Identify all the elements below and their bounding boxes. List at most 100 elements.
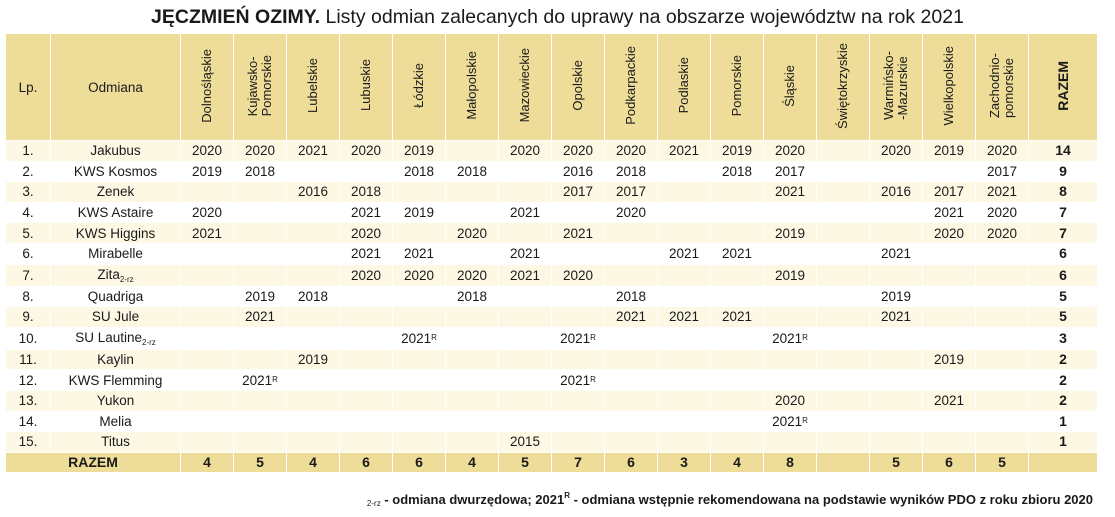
row-year-cell: 2018 bbox=[710, 160, 764, 183]
variety-name-text: Zita bbox=[97, 266, 120, 282]
row-year-cell: 2019 bbox=[392, 140, 446, 162]
header-region-label: Śląskie bbox=[782, 64, 797, 107]
footer-count: 4 bbox=[710, 451, 764, 474]
row-lp: 4. bbox=[5, 201, 51, 224]
row-year-cell bbox=[710, 222, 764, 244]
header-odmiana: Odmiana bbox=[50, 33, 181, 141]
row-year-cell bbox=[816, 140, 870, 162]
row-year-cell bbox=[180, 369, 234, 391]
row-year-cell bbox=[710, 369, 764, 391]
header-region-label: Mazowieckie bbox=[517, 48, 532, 123]
row-lp: 11. bbox=[5, 348, 51, 371]
row-year-cell bbox=[710, 181, 764, 203]
row-year-cell bbox=[233, 263, 287, 287]
row-year-cell bbox=[233, 242, 287, 265]
row-year-cell bbox=[551, 285, 605, 308]
footnote-sub: 2-rz bbox=[366, 499, 381, 508]
row-total: 1 bbox=[1028, 410, 1098, 433]
table-row: 13. Yukon 2020 2021 2 bbox=[5, 389, 1098, 412]
row-year-cell bbox=[763, 201, 817, 224]
row-year-cell: 2021 bbox=[286, 140, 340, 162]
row-year-cell bbox=[710, 285, 764, 308]
row-year-cell bbox=[922, 263, 976, 287]
variety-name-text: Yukon bbox=[96, 393, 135, 409]
row-year-cell bbox=[975, 410, 1029, 433]
row-year-cell bbox=[869, 326, 923, 350]
row-year-cell: 2021 bbox=[869, 242, 923, 265]
row-year-cell bbox=[339, 410, 393, 433]
row-year-cell bbox=[657, 431, 711, 453]
row-year-cell bbox=[816, 222, 870, 244]
row-year-cell bbox=[392, 410, 446, 433]
row-year-cell bbox=[922, 326, 976, 350]
row-total: 1 bbox=[1028, 431, 1098, 453]
row-total: 9 bbox=[1028, 160, 1098, 183]
row-year-cell: 2021 bbox=[498, 242, 552, 265]
row-year-cell: 2020 bbox=[339, 140, 393, 162]
row-year-cell bbox=[657, 160, 711, 183]
row-year-cell bbox=[551, 389, 605, 412]
row-year-cell: 2021 bbox=[763, 181, 817, 203]
row-year-cell: 2019 bbox=[922, 348, 976, 371]
table-row: 7. Zita2-rz 2020 2020 2020 2021 2020 2019 6 bbox=[5, 263, 1098, 287]
row-year-cell bbox=[233, 326, 287, 350]
row-year-cell: 2021R bbox=[392, 326, 446, 350]
row-total: 2 bbox=[1028, 348, 1098, 371]
row-year-cell bbox=[339, 160, 393, 183]
row-variety-name: Mirabelle bbox=[50, 242, 181, 265]
header-region-label: Opolskie bbox=[570, 60, 585, 111]
header-region: Pomorskie bbox=[710, 33, 764, 141]
row-year-cell bbox=[869, 222, 923, 244]
footer-count: 5 bbox=[233, 451, 287, 474]
table-row: 8. Quadriga 2019 2018 2018 2018 2019 5 bbox=[5, 285, 1098, 308]
row-year-cell: 2020 bbox=[445, 263, 499, 287]
row-year-cell: 2021 bbox=[498, 263, 552, 287]
row-year-cell bbox=[975, 326, 1029, 350]
footer-count: 5 bbox=[498, 451, 552, 474]
row-year-cell bbox=[869, 369, 923, 391]
row-year-cell bbox=[604, 348, 658, 371]
row-year-cell bbox=[816, 410, 870, 433]
row-variety-name: Yukon bbox=[50, 389, 181, 412]
row-variety-name: Quadriga bbox=[50, 285, 181, 308]
row-year-cell bbox=[763, 306, 817, 328]
row-year-cell: 2020 bbox=[445, 222, 499, 244]
row-year-cell bbox=[180, 263, 234, 287]
row-year-cell bbox=[339, 431, 393, 453]
recommended-mark: R bbox=[802, 332, 808, 342]
row-year-cell: 2021 bbox=[975, 181, 1029, 203]
row-year-cell: 2019 bbox=[392, 201, 446, 224]
row-variety-name: KWS Higgins bbox=[50, 222, 181, 244]
row-year-cell: 2020 bbox=[604, 140, 658, 162]
row-year-cell: 2020 bbox=[339, 263, 393, 287]
row-year-cell: 2020 bbox=[869, 140, 923, 162]
row-year-cell: 2021 bbox=[498, 201, 552, 224]
row-lp: 15. bbox=[5, 431, 51, 453]
page-title: JĘCZMIEŃ OZIMY. Listy odmian zalecanych … bbox=[0, 6, 1115, 29]
row-year-cell: 2018 bbox=[604, 160, 658, 183]
row-year-cell bbox=[392, 389, 446, 412]
row-year-cell: 2021R bbox=[763, 326, 817, 350]
row-year-cell bbox=[180, 306, 234, 328]
row-year-cell: 2020 bbox=[922, 222, 976, 244]
row-year-cell bbox=[498, 306, 552, 328]
footer-count bbox=[816, 451, 870, 474]
row-year-cell bbox=[180, 410, 234, 433]
row-year-cell bbox=[816, 181, 870, 203]
header-region: Opolskie bbox=[551, 33, 605, 141]
recommended-mark: R bbox=[272, 374, 278, 384]
recommended-mark: R bbox=[590, 332, 596, 342]
footnote-part1: - odmiana dwurzędowa; 2021 bbox=[380, 492, 565, 507]
row-variety-name: SU Lautine2-rz bbox=[50, 326, 181, 350]
row-year-cell bbox=[445, 431, 499, 453]
row-year-cell: 2021 bbox=[710, 306, 764, 328]
row-total: 2 bbox=[1028, 369, 1098, 391]
header-region: Kujawsko- Pomorskie bbox=[233, 33, 287, 141]
row-year-cell bbox=[710, 389, 764, 412]
table-body: 1. Jakubus 2020 2020 2021 2020 2019 2020 2020 202… bbox=[5, 140, 1098, 474]
row-year-cell: 2019 bbox=[233, 285, 287, 308]
row-lp: 3. bbox=[5, 181, 51, 203]
row-total: 2 bbox=[1028, 389, 1098, 412]
row-year-cell bbox=[180, 285, 234, 308]
footer-count: 6 bbox=[392, 451, 446, 474]
